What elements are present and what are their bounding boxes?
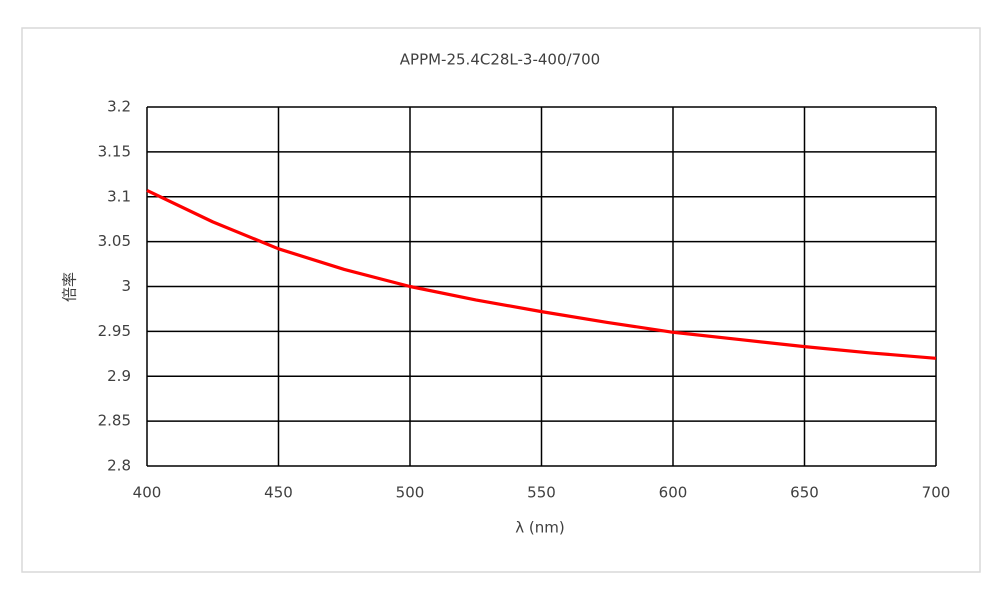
x-tick-label: 550 bbox=[527, 484, 556, 502]
y-tick-label: 2.95 bbox=[98, 322, 131, 340]
x-tick-label: 700 bbox=[922, 484, 951, 502]
x-tick-label: 650 bbox=[790, 484, 819, 502]
y-tick-label: 3 bbox=[121, 277, 131, 295]
y-tick-label: 3.2 bbox=[107, 98, 131, 116]
data-line bbox=[146, 189, 937, 360]
y-tick-label: 2.8 bbox=[107, 457, 131, 475]
x-tick-label: 450 bbox=[264, 484, 293, 502]
chart-frame bbox=[21, 27, 981, 573]
x-tick-label: 600 bbox=[659, 484, 688, 502]
y-tick-label: 3.1 bbox=[107, 187, 131, 205]
y-axis-label: 倍率 bbox=[61, 272, 79, 302]
chart-title: APPM-25.4C28L-3-400/700 bbox=[400, 51, 600, 69]
y-tick-label: 2.9 bbox=[107, 367, 131, 385]
y-tick-label: 3.15 bbox=[98, 142, 131, 160]
y-tick-label: 2.85 bbox=[98, 412, 131, 430]
x-tick-label: 400 bbox=[133, 484, 162, 502]
x-axis-label: λ (nm) bbox=[515, 519, 564, 537]
x-tick-label: 500 bbox=[396, 484, 425, 502]
y-tick-label: 3.05 bbox=[98, 232, 131, 250]
